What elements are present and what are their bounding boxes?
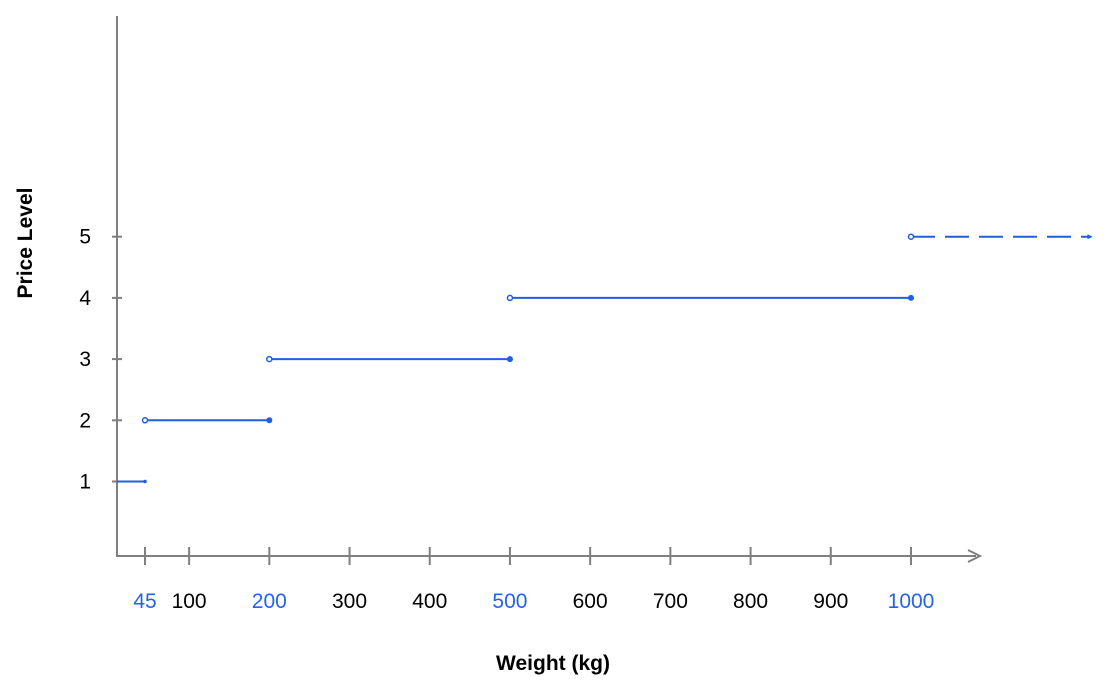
x-tick-label: 300 (332, 590, 367, 613)
series-group (116, 233, 1093, 484)
x-tick-label: 700 (653, 590, 688, 613)
x-tick-label: 800 (733, 590, 768, 613)
closed-point (266, 417, 273, 424)
open-point (506, 294, 514, 302)
x-tick-label: 600 (573, 590, 608, 613)
x-tick-label: 500 (492, 590, 527, 613)
y-tick-label: 4 (79, 287, 91, 310)
y-tick-label: 3 (79, 348, 91, 371)
closed-point (143, 479, 147, 484)
x-tick-label: 400 (412, 590, 447, 613)
x-tick-label: 100 (172, 590, 207, 613)
x-axis-arrow (967, 549, 983, 563)
y-tick-label: 5 (79, 226, 91, 249)
x-tick-label: 1000 (888, 590, 935, 613)
x-tick-label: 900 (813, 590, 848, 613)
closed-point (908, 294, 914, 301)
y-tick-label: 1 (79, 471, 91, 494)
continuation-arrow (1087, 234, 1093, 240)
x-tick-label: 45 (133, 590, 156, 613)
open-point (907, 233, 915, 240)
x-tick-label: 200 (252, 590, 287, 613)
y-axis-title: Price Level (14, 188, 37, 299)
closed-point (506, 356, 513, 363)
open-point (266, 355, 273, 363)
axes-group (116, 16, 983, 563)
y-tick-label: 2 (79, 409, 91, 432)
open-point (141, 417, 149, 424)
x-axis-title: Weight (kg) (496, 652, 610, 675)
